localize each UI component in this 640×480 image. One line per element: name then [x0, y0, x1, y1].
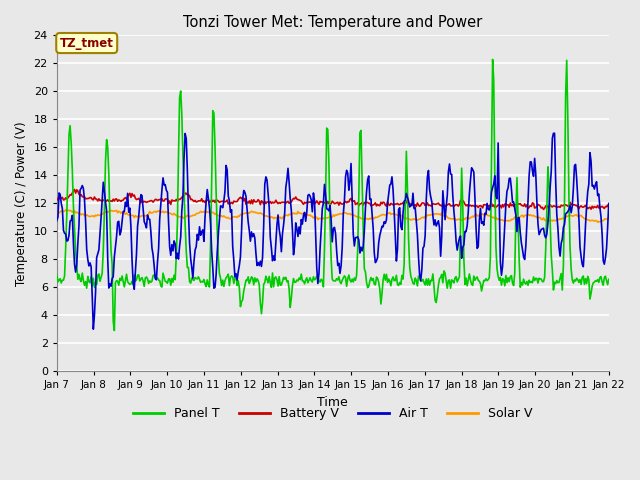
Y-axis label: Temperature (C) / Power (V): Temperature (C) / Power (V)	[15, 121, 28, 286]
Legend: Panel T, Battery V, Air T, Solar V: Panel T, Battery V, Air T, Solar V	[128, 402, 538, 425]
X-axis label: Time: Time	[317, 396, 348, 408]
Title: Tonzi Tower Met: Temperature and Power: Tonzi Tower Met: Temperature and Power	[183, 15, 483, 30]
Text: TZ_tmet: TZ_tmet	[60, 36, 114, 49]
